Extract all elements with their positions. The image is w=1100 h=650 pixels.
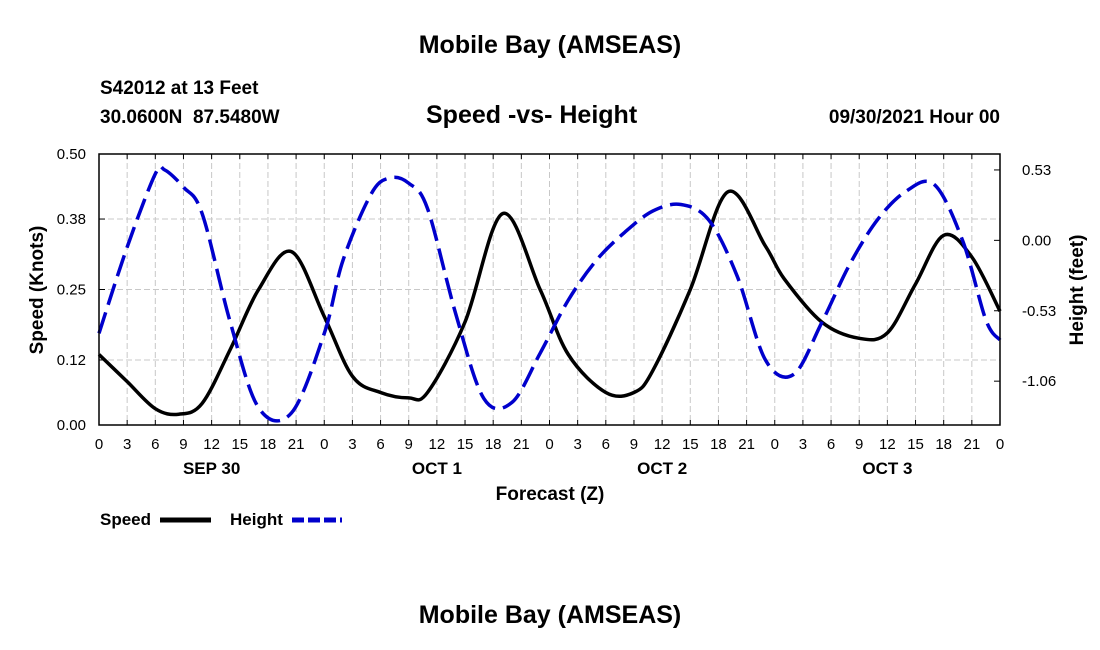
axes: 0 3 6 9 12 15 18 21 0 3 6 9 12 15 18 21 0 3 6 9 12 15 18 21 0 3 6 9… <box>57 146 1056 478</box>
y2-tick-label: -0.53 <box>1022 303 1056 320</box>
chart-title-bottom: Mobile Bay (AMSEAS) <box>418 601 682 629</box>
y-tick-label: 0.00 <box>57 417 86 434</box>
forecast-datetime: 09/30/2021 Hour 00 <box>828 107 1000 128</box>
x-day-label: OCT 1 <box>412 459 462 478</box>
y2-tick-label: -1.06 <box>1022 373 1056 390</box>
y2-axis-label: Height (feet) <box>1067 235 1088 346</box>
x-tick-label: 6 <box>602 436 610 453</box>
x-tick-label: 18 <box>260 436 277 453</box>
x-tick-label: 3 <box>348 436 356 453</box>
x-axis-label: Forecast (Z) <box>496 484 605 505</box>
x-tick-label: 12 <box>429 436 446 453</box>
speed-height-chart: 0 3 6 9 12 15 18 21 0 3 6 9 12 15 18 21 0 3 6 9 12 15 18 21 0 3 6 9… <box>27 146 1088 529</box>
chart-title-top: Mobile Bay (AMSEAS) <box>418 31 682 59</box>
x-tick-label: 3 <box>573 436 581 453</box>
x-tick-label: 18 <box>485 436 502 453</box>
x-tick-label: 15 <box>231 436 248 453</box>
x-tick-label: 0 <box>771 436 779 453</box>
grid-lines <box>99 154 1000 425</box>
x-tick-label: 18 <box>935 436 952 453</box>
legend: Speed Height <box>100 510 342 529</box>
coordinates-label: 30.0600N 87.5480W <box>100 107 280 128</box>
x-tick-label: 12 <box>203 436 220 453</box>
x-tick-label: 12 <box>879 436 896 453</box>
x-tick-label: 12 <box>654 436 671 453</box>
x-tick-label: 6 <box>827 436 835 453</box>
y-tick-label: 0.25 <box>57 282 86 299</box>
x-tick-label: 0 <box>320 436 328 453</box>
x-day-label: OCT 2 <box>637 459 687 478</box>
y2-tick-label: 0.00 <box>1022 232 1051 249</box>
x-tick-label: 6 <box>376 436 384 453</box>
x-tick-label: 6 <box>151 436 159 453</box>
x-tick-label: 9 <box>855 436 863 453</box>
x-tick-label: 0 <box>996 436 1004 453</box>
x-tick-label: 3 <box>123 436 131 453</box>
x-day-label: OCT 3 <box>862 459 912 478</box>
chart-subtitle: Speed -vs- Height <box>426 101 638 129</box>
y-tick-label: 0.50 <box>57 146 86 163</box>
series-layer <box>97 164 1002 423</box>
x-tick-label: 21 <box>738 436 755 453</box>
x-tick-label: 3 <box>799 436 807 453</box>
y-tick-label: 0.38 <box>57 211 86 228</box>
station-label: S42012 at 13 Feet <box>100 78 259 99</box>
series-line-height <box>97 164 1002 423</box>
x-tick-label: 0 <box>545 436 553 453</box>
x-tick-label: 21 <box>288 436 305 453</box>
x-tick-label: 18 <box>710 436 727 453</box>
x-tick-label: 9 <box>630 436 638 453</box>
x-tick-label: 9 <box>179 436 187 453</box>
x-tick-label: 21 <box>964 436 981 453</box>
x-tick-label: 15 <box>457 436 474 453</box>
x-tick-label: 0 <box>95 436 103 453</box>
y-tick-label: 0.12 <box>57 352 86 369</box>
y-axis-label: Speed (Knots) <box>27 226 48 355</box>
x-tick-label: 9 <box>405 436 413 453</box>
legend-label-speed: Speed <box>100 510 151 529</box>
x-day-label: SEP 30 <box>183 459 240 478</box>
x-tick-label: 15 <box>682 436 699 453</box>
x-tick-label: 21 <box>513 436 530 453</box>
legend-label-height: Height <box>230 510 283 529</box>
x-tick-label: 15 <box>907 436 924 453</box>
y2-tick-label: 0.53 <box>1022 162 1051 179</box>
